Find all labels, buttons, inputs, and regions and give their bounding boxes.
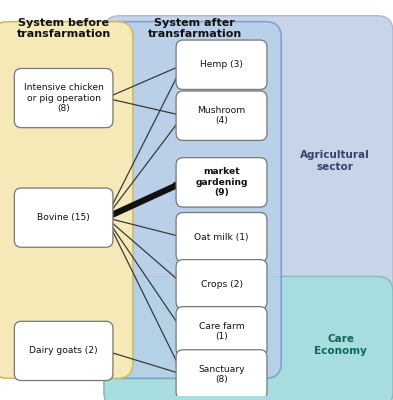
Text: System before
transfarmation: System before transfarmation	[17, 18, 111, 39]
FancyBboxPatch shape	[104, 22, 281, 378]
FancyBboxPatch shape	[176, 212, 267, 262]
FancyBboxPatch shape	[176, 350, 267, 399]
Text: System after
transfarmation: System after transfarmation	[147, 18, 242, 39]
FancyBboxPatch shape	[176, 307, 267, 356]
FancyBboxPatch shape	[14, 321, 113, 380]
FancyBboxPatch shape	[104, 16, 393, 400]
Text: Dairy goats (2): Dairy goats (2)	[29, 346, 98, 356]
FancyBboxPatch shape	[14, 188, 113, 247]
Text: Sanctuary
(8): Sanctuary (8)	[198, 365, 245, 384]
FancyBboxPatch shape	[176, 158, 267, 207]
Text: Agricultural
sector: Agricultural sector	[300, 150, 370, 172]
FancyBboxPatch shape	[104, 276, 393, 400]
Text: Crops (2): Crops (2)	[200, 280, 242, 289]
FancyBboxPatch shape	[0, 22, 133, 378]
Text: Mushroom
(4): Mushroom (4)	[197, 106, 246, 126]
Text: Care farm
(1): Care farm (1)	[198, 322, 244, 341]
FancyBboxPatch shape	[176, 40, 267, 90]
Text: Care
Economy: Care Economy	[314, 334, 367, 356]
FancyBboxPatch shape	[14, 68, 113, 128]
Text: Bovine (15): Bovine (15)	[37, 213, 90, 222]
Text: market
gardening
(9): market gardening (9)	[195, 168, 248, 197]
Text: Hemp (3): Hemp (3)	[200, 60, 243, 69]
FancyBboxPatch shape	[176, 260, 267, 309]
Text: Intensive chicken
or pig operation
(8): Intensive chicken or pig operation (8)	[24, 83, 104, 113]
Text: Oat milk (1): Oat milk (1)	[194, 233, 249, 242]
FancyBboxPatch shape	[176, 91, 267, 140]
